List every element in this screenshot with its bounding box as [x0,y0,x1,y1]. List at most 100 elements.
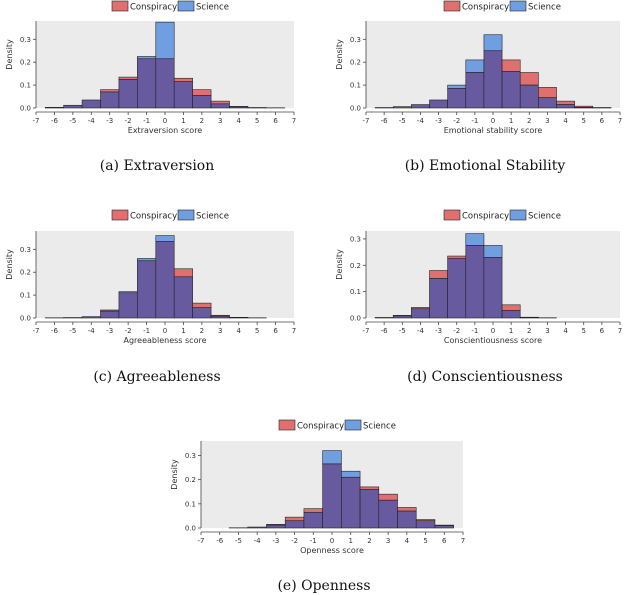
conspiracy-bar [192,89,212,96]
legend-label-science: Science [528,212,561,222]
conspiracy-bar [173,77,193,82]
x-tick-label: 4 [563,117,568,125]
overlap-bar [429,278,448,319]
x-tick-label: 7 [618,117,622,125]
overlap-bar [465,72,485,109]
chart-panel-2: 0.0 0.1 0.2 0.3 -7 -6 -5 -4 -3 -2 -1 0 1 2 3 4 5 6 7 Emotio… [335,0,622,174]
overlap-bar [266,524,286,529]
x-tick-label: 0 [163,327,167,335]
legend-label-science: Science [196,212,229,222]
conspiracy-bar [429,270,448,279]
y-axis-label: Density [335,39,344,70]
x-tick-label: 2 [527,117,531,125]
legend-swatch-conspiracy [111,209,129,221]
x-tick-label: -1 [143,327,150,335]
y-axis-label: Density [335,249,344,280]
x-axis-label: Emotional stability score [444,126,543,135]
x-tick-label: -4 [417,327,425,335]
overlap-bar [483,50,503,109]
x-tick-label: -3 [435,327,442,335]
overlap-bar [210,103,230,109]
conspiracy-bar [519,72,539,86]
y-axis-label: Density [170,459,179,490]
caption: (b) Emotional Stability [405,158,566,174]
x-tick-label: 0 [491,327,495,335]
science-bar [447,84,467,89]
overlap-bar [155,241,175,319]
x-tick-label: 3 [545,117,549,125]
x-tick-label: -7 [33,327,40,335]
x-tick-label: 6 [600,117,605,125]
overlap-bar [429,99,448,109]
overlap-bar [374,317,394,319]
caption: (d) Conscientiousness [407,369,563,385]
chart-panel-3: 0.0 0.1 0.2 0.3 -7 -6 -5 -4 -3 -2 -1 0 1 2 3 4 5 6 7 Agreea… [5,209,296,385]
legend-swatch-conspiracy [111,0,129,12]
x-tick-label: 3 [218,327,222,335]
science-bar [155,235,175,242]
x-tick-label: 2 [367,537,371,545]
overlap-bar [247,526,267,529]
overlap-bar [434,525,454,529]
x-axis-label: Conscientiousness score [444,336,542,345]
overlap-bar [118,79,138,109]
x-tick-label: 7 [292,327,296,335]
y-tick-label: 0.3 [20,36,31,44]
overlap-bar [192,95,212,109]
legend-swatch-conspiracy [443,0,461,12]
conspiracy-bar [359,486,380,490]
legend-label-conspiracy: Conspiracy [462,212,509,222]
legend-label-conspiracy: Conspiracy [130,212,177,222]
x-tick-label: 4 [236,117,241,125]
x-tick-label: -3 [106,327,113,335]
overlap-bar [210,315,230,319]
y-tick-label: 0.3 [185,452,196,460]
x-tick-label: 1 [509,327,513,335]
overlap-bar [392,106,412,109]
overlap-bar [100,310,120,319]
overlap-bar [63,104,83,109]
x-tick-label: 3 [218,117,222,125]
overlap-bar [359,489,380,529]
x-tick-label: -6 [216,537,224,545]
conspiracy-bar [538,87,557,98]
y-tick-label: 0.2 [350,59,361,67]
x-tick-label: -1 [310,537,317,545]
legend-label-science: Science [528,3,561,13]
overlap-bar [501,310,521,319]
overlap-bar [81,316,101,319]
overlap-bar [303,511,323,529]
x-tick-label: 3 [386,537,390,545]
x-tick-label: -6 [51,327,59,335]
legend: Conspiracy Science [111,0,229,13]
overlap-bar [519,84,539,109]
x-tick-label: -3 [272,537,279,545]
x-tick-label: -7 [33,117,40,125]
conspiracy-bar [210,100,230,105]
science-bar [465,59,485,73]
x-tick-label: -5 [399,117,406,125]
science-bar [155,21,175,60]
y-tick-label: 0.0 [350,315,361,323]
overlap-bar [519,317,539,319]
overlap-bar [173,81,193,109]
legend-swatch-science [177,0,195,12]
conspiracy-bar [173,268,193,278]
legend-label-science: Science [196,3,229,13]
legend-swatch-conspiracy [278,419,296,431]
y-tick-label: 0.2 [20,269,31,277]
conspiracy-bar [556,100,575,105]
x-tick-label: -5 [69,327,76,335]
x-tick-label: 5 [581,117,585,125]
x-tick-label: 4 [563,327,568,335]
overlap-bar [137,260,157,319]
y-tick-label: 0.2 [20,59,31,67]
conspiracy-bar [447,255,467,259]
x-tick-label: -7 [198,537,205,545]
overlap-bar [411,308,430,319]
conspiracy-bar [378,493,398,501]
y-tick-label: 0.2 [350,262,361,270]
x-tick-label: 1 [509,117,513,125]
x-tick-label: -1 [471,117,478,125]
x-tick-label: -5 [69,117,76,125]
